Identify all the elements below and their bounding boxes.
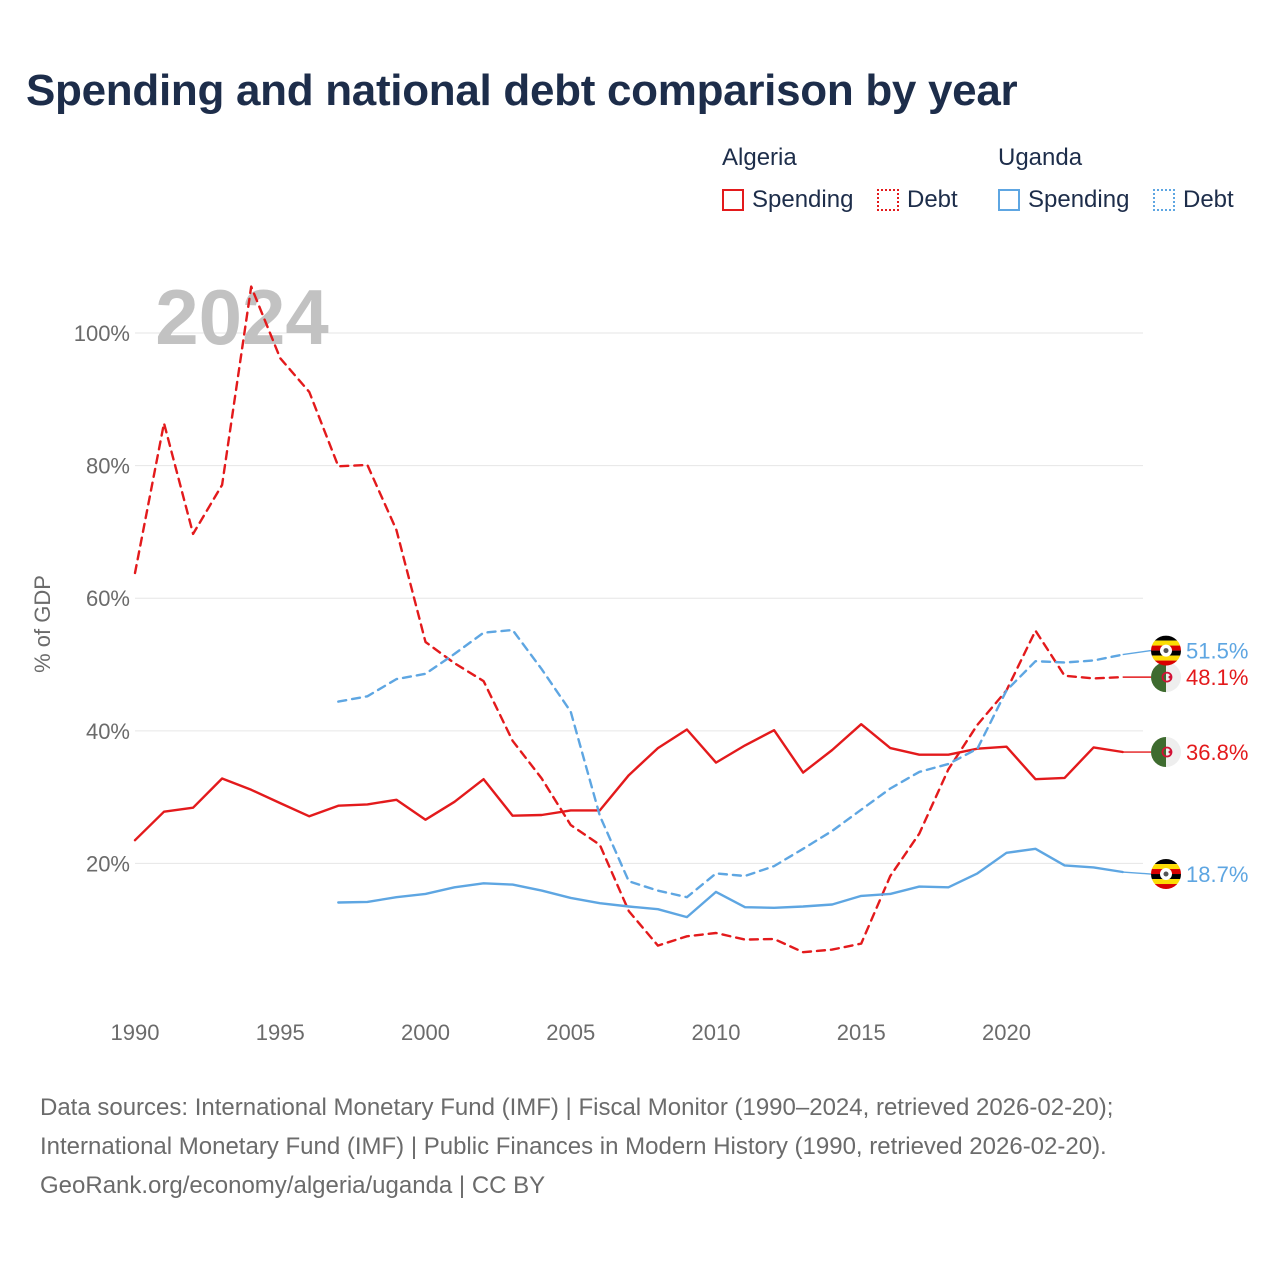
end-label-value: 36.8% [1186, 740, 1248, 765]
legend-country-algeria: Algeria [722, 144, 797, 171]
end-label-connector [1122, 649, 1152, 656]
legend-label: Spending [1028, 186, 1130, 213]
chart-title: Spending and national debt comparison by… [26, 66, 1018, 115]
series-line-uganda-debt [337, 628, 1124, 899]
source-notes: Data sources: International Monetary Fun… [40, 1088, 1113, 1205]
series-line-algeria-spending [133, 723, 1124, 842]
x-axis-ticks: 1990 1995 2000 2005 2010 2015 2020 [111, 1020, 1031, 1045]
dotted-line-swatch-icon [1153, 189, 1175, 211]
y-tick-label: 40% [86, 719, 130, 744]
y-tick-label: 100% [74, 321, 130, 346]
end-label-connector [1122, 871, 1152, 875]
x-tick-label: 2000 [401, 1020, 450, 1045]
gridlines [135, 332, 1143, 864]
series-line-uganda-spending [337, 847, 1124, 919]
legend-label: Debt [907, 186, 958, 213]
algeria-flag-icon [1151, 662, 1181, 693]
legend-country-uganda: Uganda [998, 144, 1083, 171]
y-tick-label: 80% [86, 454, 130, 479]
line-chart: 2024 20%40%60%80%100% 1990 1995 2000 2005 20… [30, 273, 1248, 1045]
uganda-flag-icon [1151, 859, 1181, 890]
x-tick-label: 2010 [692, 1020, 741, 1045]
solid-line-swatch-icon [722, 189, 744, 211]
solid-line-swatch-icon [998, 189, 1020, 211]
end-labels: 36.8% 48.1% 18.7% 51.5% [1122, 635, 1248, 890]
uganda-flag-icon [1151, 635, 1181, 666]
x-tick-label: 1990 [111, 1020, 160, 1045]
x-tick-label: 1995 [256, 1020, 305, 1045]
legend-label: Debt [1183, 186, 1234, 213]
x-tick-label: 2005 [546, 1020, 595, 1045]
source-line: Data sources: International Monetary Fun… [40, 1094, 1114, 1121]
legend-item-algeria-spending[interactable]: Spending [722, 186, 853, 214]
legend-item-algeria-debt[interactable]: Debt [877, 186, 958, 214]
y-tick-label: 60% [86, 586, 130, 611]
dotted-line-swatch-icon [877, 189, 899, 211]
series-lines [133, 285, 1124, 954]
y-axis-label: % of GDP [30, 575, 55, 673]
y-axis-ticks: 20% 40% 60% 80% 100% [74, 321, 130, 876]
source-line[interactable]: GeoRank.org/economy/algeria/uganda | CC … [40, 1172, 546, 1199]
source-line: International Monetary Fund (IMF) | Publ… [40, 1133, 1107, 1160]
series-line-algeria-debt [133, 285, 1124, 954]
legend-label: Spending [752, 186, 854, 213]
y-tick-label: 20% [86, 851, 130, 876]
algeria-flag-icon [1151, 737, 1181, 768]
end-label-value: 48.1% [1186, 665, 1248, 690]
end-label-value: 18.7% [1186, 862, 1248, 887]
legend-item-uganda-debt[interactable]: Debt [1153, 186, 1234, 214]
end-label-value: 51.5% [1186, 639, 1248, 664]
legend-item-uganda-spending[interactable]: Spending [998, 186, 1129, 214]
x-tick-label: 2015 [837, 1020, 886, 1045]
x-tick-label: 2020 [982, 1020, 1031, 1045]
